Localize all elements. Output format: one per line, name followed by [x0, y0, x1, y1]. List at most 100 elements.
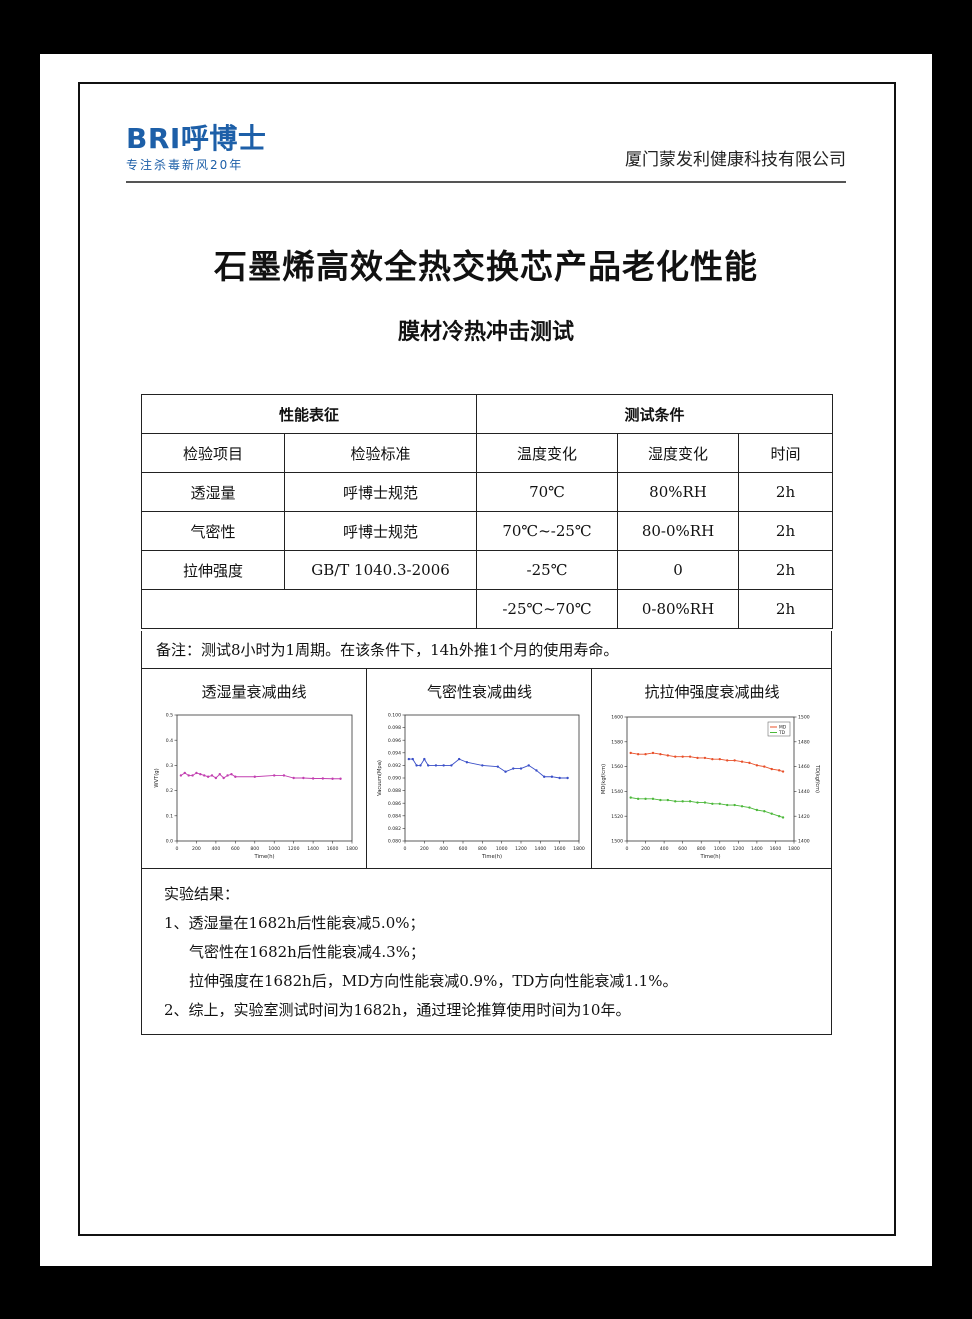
column-header: 温度变化	[476, 433, 619, 473]
data-point	[718, 802, 721, 805]
data-point	[777, 769, 781, 772]
data-point	[558, 776, 561, 780]
group-header-conditions: 测试条件	[476, 394, 834, 434]
header-divider	[126, 181, 846, 183]
table-cell: 2h	[738, 472, 834, 512]
data-point	[550, 775, 554, 778]
brand-logo: BRI呼博士 专注杀毒新风20年	[126, 124, 266, 173]
y2-tick-label: 1460	[798, 764, 810, 770]
x-tick-label: 600	[678, 846, 687, 852]
chart-vacuum: 气密性衰减曲线 0 200 400 600 800 1000 1200 1400 1600 180…	[366, 669, 592, 868]
data-point	[666, 754, 670, 757]
table-cell: -25℃~70℃	[476, 589, 619, 629]
x-tick-label: 1000	[496, 846, 508, 852]
table-row: 拉伸强度 GB/T 1040.3-2006 -25℃ 0 2h	[141, 550, 834, 590]
series-line	[630, 797, 784, 818]
data-point	[644, 753, 647, 756]
data-point	[321, 777, 325, 780]
data-point	[230, 773, 233, 776]
data-point	[179, 774, 183, 777]
data-point	[718, 757, 721, 761]
x-tick-label: 1000	[714, 846, 726, 852]
y-tick-label: 1500	[611, 839, 623, 845]
y2-tick-label: 1480	[798, 739, 810, 745]
data-point	[629, 796, 632, 799]
data-point	[696, 756, 699, 760]
x-tick-label: 400	[439, 846, 448, 852]
y-tick-label: 0.1	[166, 813, 173, 819]
y-tick-label: 0.0	[166, 839, 173, 845]
table-cell: GB/T 1040.3-2006	[283, 550, 478, 590]
data-point	[282, 774, 286, 777]
table-row: 透湿量 呼博士规范 70℃ 80%RH 2h	[141, 472, 834, 512]
data-point	[688, 800, 692, 803]
column-header: 时间	[738, 433, 834, 473]
data-point	[302, 776, 305, 780]
y-tick-label: 0.088	[388, 788, 401, 794]
table-cell: 呼博士规范	[283, 511, 478, 551]
table-cell: 70℃~-25℃	[476, 511, 619, 551]
chart-title: 抗拉伸强度衰减曲线	[644, 683, 780, 701]
data-point	[636, 797, 640, 801]
y-tick-label: 0.2	[166, 788, 173, 794]
chart-title: 透湿量衰减曲线	[201, 683, 307, 701]
data-point	[465, 761, 469, 764]
y-tick-label: 0.084	[388, 813, 401, 819]
table-cell: 2h	[738, 589, 834, 629]
table-cell: 80%RH	[617, 472, 740, 512]
results-line: 气密性在1682h后性能衰减4.3%；	[189, 943, 425, 961]
x-tick-label: 1400	[307, 846, 319, 852]
table-cell-empty	[140, 589, 478, 629]
data-point	[696, 801, 699, 804]
y-axis-label: MD(kgf/cm)	[601, 764, 607, 794]
data-point	[748, 806, 751, 809]
x-axis-label: Time(h)	[481, 854, 502, 860]
x-tick-label: 1400	[751, 846, 763, 852]
table-cell: 2h	[738, 511, 834, 551]
y2-axis-label: TD(kgf/cm)	[814, 764, 820, 793]
x-tick-label: 800	[250, 846, 259, 852]
document-title: 石墨烯高效全热交换芯产品老化性能	[214, 247, 758, 286]
y-tick-label: 0.080	[388, 839, 401, 845]
x-tick-label: 600	[231, 846, 240, 852]
data-point	[419, 764, 422, 767]
data-point	[748, 761, 751, 765]
data-point	[629, 751, 632, 755]
data-point	[457, 757, 461, 761]
x-tick-label: 1600	[554, 846, 566, 852]
data-point	[733, 759, 736, 762]
plot-frame	[626, 716, 795, 842]
data-point	[781, 816, 785, 819]
data-point	[644, 797, 647, 801]
x-tick-label: 200	[641, 846, 650, 852]
x-tick-label: 0	[404, 846, 407, 852]
data-point	[755, 808, 759, 812]
chart-wvt-plot: 0 200 400 600 800 1000 1200 1400 1600 1800 0.0 0.1 0…	[154, 713, 358, 860]
group-header-performance: 性能表征	[140, 394, 478, 434]
data-point	[777, 815, 781, 818]
plot-frame	[176, 714, 353, 842]
y-tick-label: 0.086	[388, 801, 401, 807]
data-point	[253, 775, 256, 778]
table-cell: 2h	[738, 550, 834, 590]
y-tick-label: 1580	[611, 739, 623, 745]
data-point	[527, 764, 530, 767]
document-subtitle: 膜材冷热冲击测试	[397, 319, 574, 345]
data-point	[222, 776, 225, 780]
data-point	[688, 755, 692, 758]
page-background	[40, 54, 932, 1266]
data-point	[504, 770, 507, 773]
data-point	[674, 755, 677, 758]
y-tick-label: 0.082	[388, 826, 401, 832]
results-heading: 实验结果：	[164, 885, 240, 903]
data-point	[191, 774, 194, 777]
data-point	[214, 776, 218, 780]
data-point	[651, 751, 655, 755]
table-cell: 透湿量	[141, 472, 285, 512]
data-point	[411, 757, 414, 761]
results-line: 1、透湿量在1682h后性能衰减5.0%；	[164, 914, 425, 932]
data-point	[659, 753, 662, 756]
table-column-header-row: 检验项目 检验标准 温度变化 湿度变化 时间	[141, 433, 834, 473]
y-tick-label: 1540	[611, 789, 623, 795]
data-point	[763, 765, 766, 768]
